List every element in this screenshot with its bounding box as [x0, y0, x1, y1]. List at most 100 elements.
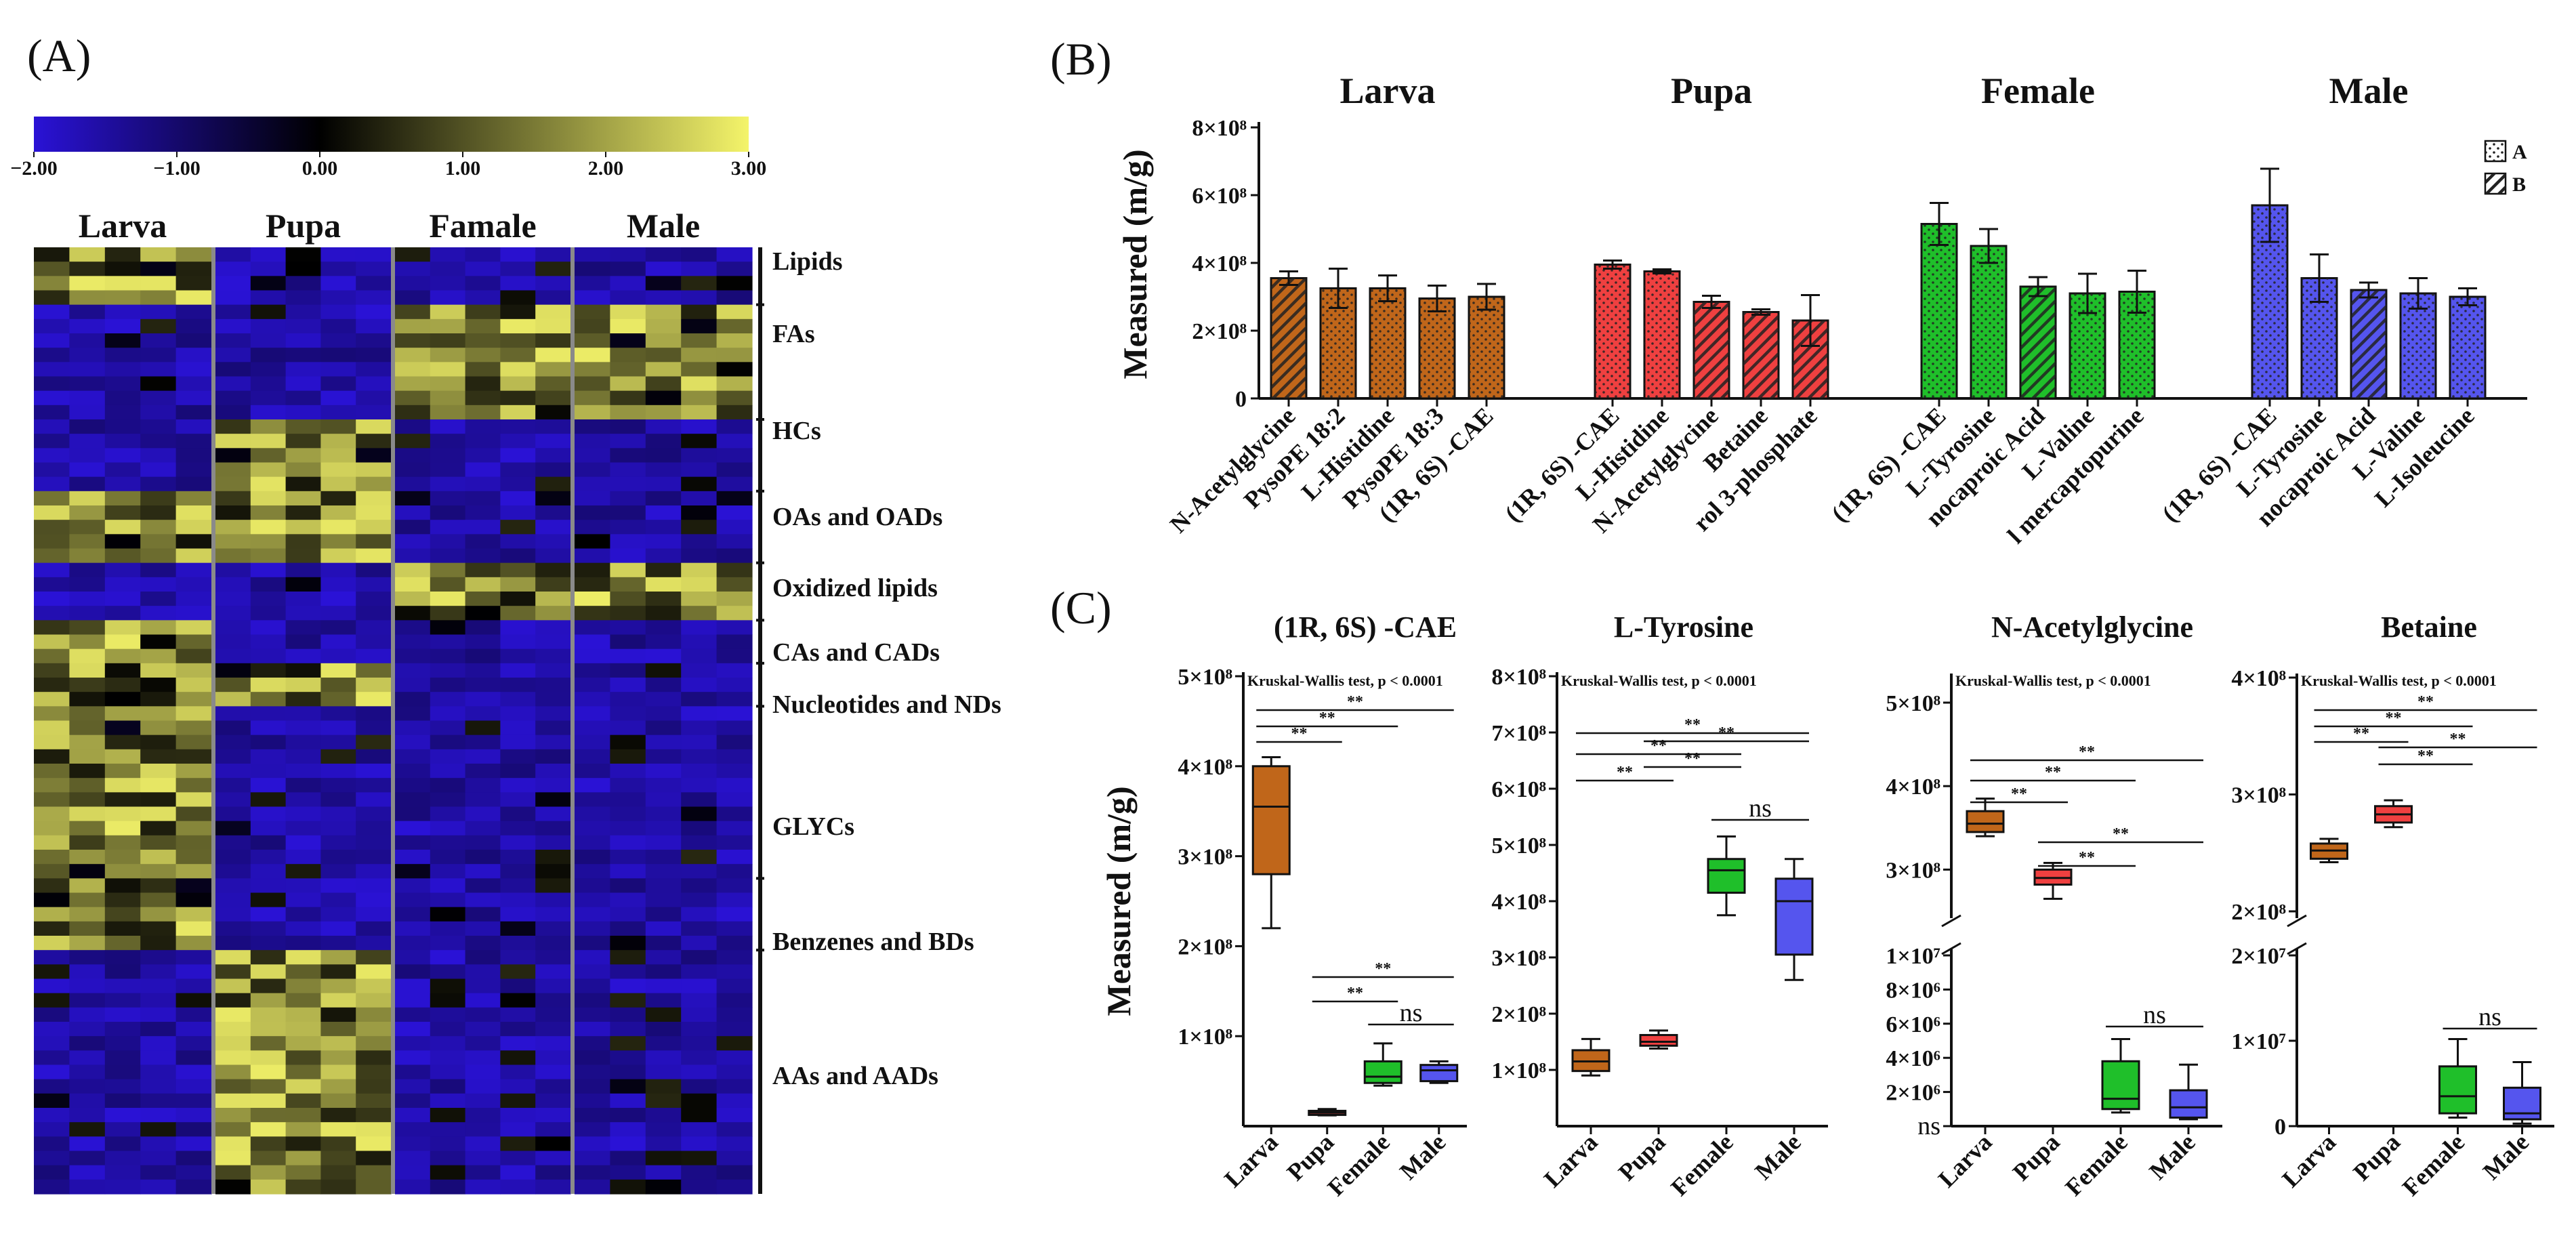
heatmap-cell: [34, 1050, 70, 1066]
heatmap-cell: [500, 792, 536, 808]
heatmap-cell: [104, 333, 141, 348]
heatmap-cell: [250, 892, 287, 908]
heatmap-cell: [175, 864, 212, 879]
heatmap-cell: [645, 362, 682, 377]
heatmap-cell: [175, 1122, 212, 1137]
box-y-tick-label: 0: [2274, 1115, 2286, 1140]
heatmap-cell: [69, 434, 106, 449]
heatmap-cell: [285, 592, 321, 606]
heatmap-cell: [140, 648, 177, 664]
heatmap-cell: [285, 978, 321, 994]
heatmap-cell: [575, 333, 610, 348]
heatmap-cell: [69, 864, 106, 879]
heatmap-cell: [716, 720, 753, 736]
heatmap-cell: [215, 720, 251, 736]
heatmap-cell: [610, 491, 646, 506]
heatmap-cell: [140, 562, 177, 578]
heatmap-cell: [645, 892, 682, 908]
heatmap-cell: [681, 835, 718, 850]
heatmap-cell: [500, 1179, 536, 1195]
box-y-tick-label: 4×10⁸: [1886, 774, 1940, 800]
significance-label: **: [1684, 716, 1701, 734]
heatmap-cell: [395, 806, 431, 822]
heatmap-cell: [610, 290, 646, 306]
heatmap-cell: [535, 419, 571, 434]
heatmap-cell: [104, 276, 141, 291]
heatmap-cell: [104, 592, 141, 606]
heatmap-row-group-label: GLYCs: [772, 812, 854, 841]
heatmap-cell: [285, 864, 321, 879]
bar-group-title: Female: [1981, 70, 2095, 111]
box-y-tick-label: 1×10⁷: [2231, 1029, 2286, 1054]
heatmap-cell: [716, 534, 753, 550]
heatmap-cell: [104, 764, 141, 779]
heatmap-cell: [215, 534, 251, 550]
heatmap-cell: [716, 348, 753, 363]
heatmap-cell: [215, 247, 251, 262]
heatmap-cell: [465, 333, 501, 348]
heatmap-cell: [175, 964, 212, 980]
heatmap-cell: [500, 318, 536, 334]
heatmap-cell: [465, 921, 501, 936]
heatmap-cell: [285, 907, 321, 922]
heatmap-cell: [34, 634, 70, 650]
heatmap-cell: [250, 1093, 287, 1109]
heatmap-column-separator: [570, 247, 575, 1194]
heatmap-cell: [140, 1122, 177, 1137]
heatmap-cell: [215, 850, 251, 865]
heatmap-cell: [320, 362, 356, 377]
heatmap-cell: [285, 1122, 321, 1137]
box-y-tick-label: 5×10⁸: [1491, 833, 1546, 858]
heatmap-cell: [610, 993, 646, 1008]
heatmap-cell: [395, 1064, 431, 1080]
heatmap-cell: [645, 577, 682, 592]
bar-pattern: [2351, 290, 2386, 398]
heatmap-cell: [69, 620, 106, 636]
heatmap-cell: [320, 806, 356, 822]
heatmap-cell: [320, 993, 356, 1008]
heatmap-cell: [285, 348, 321, 363]
heatmap-cell: [215, 462, 251, 478]
heatmap-cell: [716, 1179, 753, 1195]
heatmap-cell: [320, 1064, 356, 1080]
heatmap-cell: [430, 821, 466, 836]
heatmap-cell: [320, 548, 356, 564]
heatmap-cell: [320, 520, 356, 535]
heatmap-cell: [575, 577, 610, 592]
heatmap-cell: [104, 1050, 141, 1066]
heatmap-cell: [465, 1136, 501, 1152]
heatmap-cell: [430, 1122, 466, 1137]
heatmap-cell: [645, 276, 682, 291]
heatmap-cell: [104, 548, 141, 564]
heatmap-cell: [465, 978, 501, 994]
heatmap-cell: [535, 520, 571, 535]
heatmap-cell: [140, 362, 177, 377]
heatmap-cell: [430, 806, 466, 822]
box-stat-text: Kruskal-Wallis test, p < 0.0001: [1561, 672, 1757, 689]
heatmap-cell: [430, 907, 466, 922]
heatmap-cell: [500, 850, 536, 865]
significance-label: **: [2113, 825, 2129, 843]
heatmap-cell: [610, 1151, 646, 1166]
heatmap-cell: [535, 1007, 571, 1022]
heatmap-cell: [575, 706, 610, 722]
heatmap-cell: [104, 1165, 141, 1180]
heatmap-cell: [320, 390, 356, 406]
heatmap-cell: [175, 1165, 212, 1180]
heatmap-cell: [356, 548, 392, 564]
heatmap-cell: [645, 262, 682, 276]
heatmap-cell: [610, 620, 646, 636]
heatmap-cell: [104, 620, 141, 636]
heatmap-cell: [215, 936, 251, 951]
heatmap-cell: [500, 1064, 536, 1080]
heatmap-cell: [716, 247, 753, 262]
bar-chart-panel: 0 2×10⁸ 4×10⁸ 6×10⁸ 8×10⁸ Measured (m/g) AB Lar…: [1116, 70, 2527, 549]
heatmap-cell: [575, 318, 610, 334]
heatmap-cell: [395, 1079, 431, 1094]
heatmap-cell: [320, 734, 356, 750]
heatmap-cell: [140, 1036, 177, 1051]
heatmap-cell: [610, 634, 646, 650]
bar-pattern: [1271, 278, 1306, 398]
heatmap-cell: [215, 290, 251, 306]
heatmap-row-group-label: OAs and OADs: [772, 503, 942, 531]
